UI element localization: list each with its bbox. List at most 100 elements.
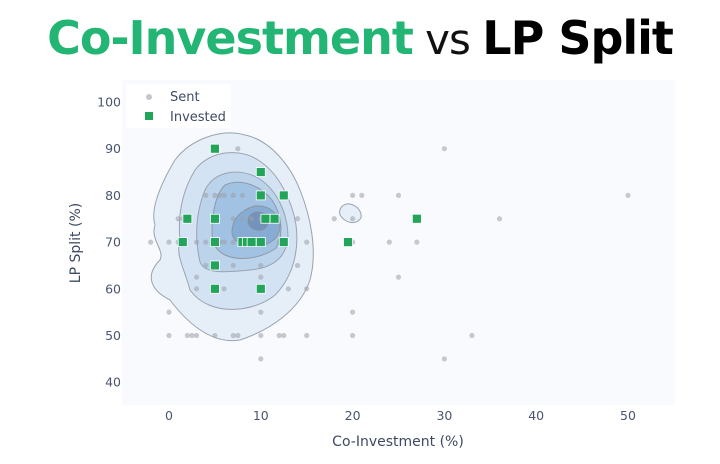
sent-point [193,239,200,245]
y-axis-ticks: 40 50 60 70 80 90 100 [97,95,121,390]
sent-point [285,286,291,292]
sent-point [441,146,447,152]
sent-point [193,332,200,339]
invested-point [269,213,280,224]
y-axis-label: LP Split (%) [68,203,84,283]
sent-point [395,192,402,198]
legend-sent-marker-icon [146,94,152,100]
sent-point [249,216,255,222]
title-vs: vs [412,15,483,64]
sent-point [184,332,190,339]
sent-point [258,309,264,315]
y-tick-label: 100 [97,95,121,110]
sent-point [193,274,200,280]
sent-point [350,332,356,339]
invested-points [177,143,422,294]
sent-point [350,192,356,198]
sent-point [221,192,227,198]
sent-point [203,192,209,198]
sent-point [304,332,310,339]
sent-point [359,192,365,198]
sent-point [276,332,282,339]
sent-point [258,356,264,362]
sent-point [304,286,310,292]
x-axis-ticks: 0 10 20 30 40 50 [165,408,636,423]
sent-point [496,216,503,222]
y-tick-label: 80 [105,188,121,203]
legend: Sent Invested [126,84,231,128]
sent-point [294,262,301,269]
x-tick-label: 40 [528,408,544,423]
sent-point [331,216,337,222]
sent-point [221,239,227,245]
invested-point [209,143,220,154]
invested-point [278,190,289,201]
legend-sent-label[interactable]: Sent [170,90,200,105]
sent-point [235,332,241,339]
invested-point [260,213,271,224]
invested-point [209,283,220,294]
invested-point [209,213,220,224]
sent-point [239,192,246,198]
title-lp-split: LP Split [482,11,674,65]
sent-point [203,262,209,269]
sent-point [304,239,310,245]
legend-invested-label[interactable]: Invested [170,110,226,125]
sent-point [175,216,181,222]
y-tick-label: 60 [105,281,121,296]
legend-invested-marker-icon [145,112,153,120]
sent-point [189,332,195,339]
sent-point [258,274,264,280]
invested-point [255,167,266,177]
sent-point [235,146,241,152]
sent-point [281,332,287,339]
sent-point [230,192,236,198]
sent-point [441,356,447,362]
invested-point [278,237,289,248]
sent-point [395,274,402,280]
sent-point [258,332,264,339]
x-tick-label: 0 [165,408,173,423]
invested-point [177,237,188,248]
sent-point [166,309,172,315]
sent-point [258,262,264,269]
sent-point [212,192,218,198]
invested-point [246,237,257,248]
sent-point [469,332,475,339]
title-co-investment: Co-Investment [47,11,414,65]
sent-point [166,239,172,245]
y-tick-label: 50 [105,328,121,343]
sent-point [350,309,356,315]
sent-point [230,239,236,245]
sent-point [230,262,236,269]
invested-point [411,213,422,224]
sent-points [148,146,631,362]
invested-point [209,237,220,248]
sent-point [350,216,356,222]
sent-point [625,192,631,198]
legend-box [126,84,231,128]
sent-point [193,286,200,292]
sent-point [212,332,218,339]
x-tick-label: 30 [436,408,452,423]
invested-point [255,190,266,201]
sent-point [148,239,154,245]
x-tick-label: 20 [345,408,361,423]
sent-point [221,286,227,292]
sent-point [230,216,236,222]
invested-point [209,260,220,271]
sent-point [239,216,246,222]
sent-point [166,332,172,339]
sent-point [203,239,209,245]
y-tick-label: 70 [105,235,121,250]
sent-point [216,192,223,198]
sent-point [386,239,392,245]
y-tick-label: 40 [105,375,121,390]
chart-title: Co-Investment vs LP Split [0,8,720,70]
sent-point [414,239,420,245]
sent-point [294,216,301,222]
x-tick-label: 10 [253,408,269,423]
invested-point [343,237,353,248]
invested-point [255,283,266,294]
